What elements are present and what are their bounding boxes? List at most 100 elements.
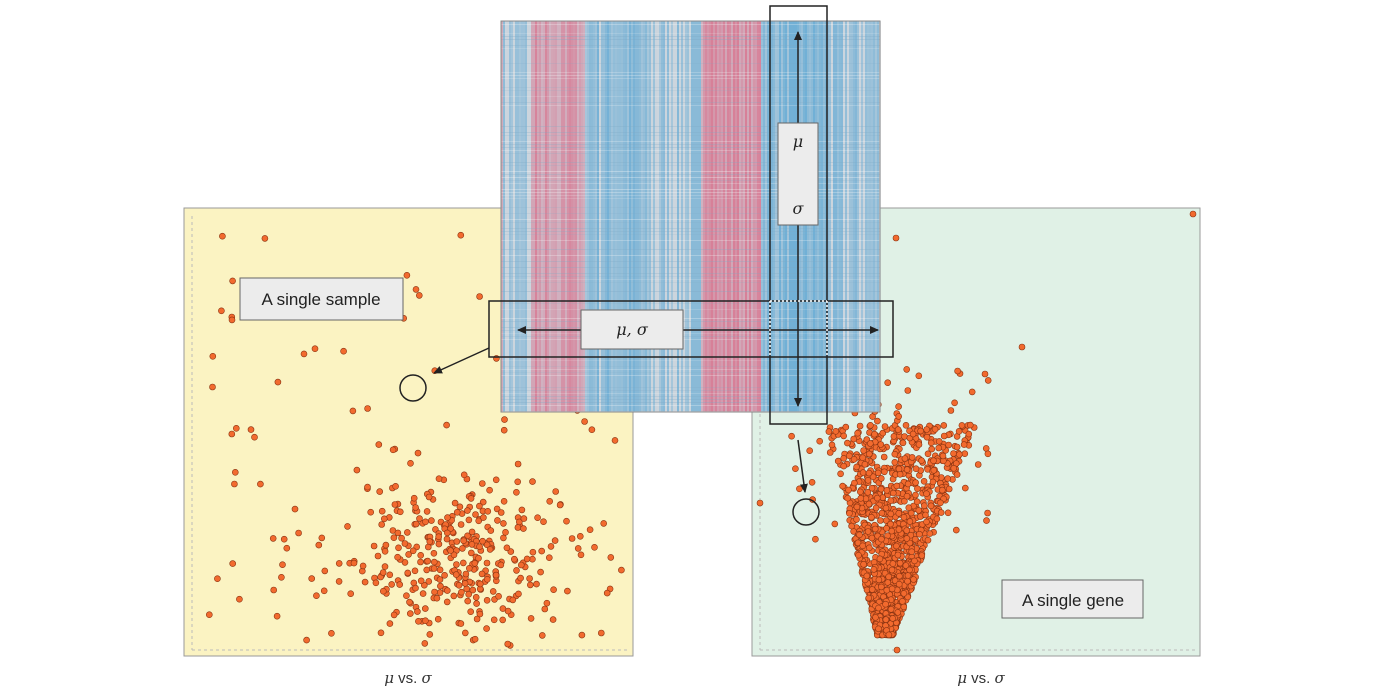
right-point (859, 469, 867, 476)
right-point (868, 586, 876, 593)
left-point (415, 292, 423, 299)
heatmap-column (523, 21, 525, 412)
heatmap-column (767, 21, 769, 412)
right-point (816, 437, 824, 445)
heatmap-column (661, 21, 663, 412)
right-point (792, 465, 799, 473)
left-point (370, 542, 378, 550)
right-point (923, 433, 931, 441)
right-point (889, 615, 897, 622)
heatmap-column (659, 21, 661, 412)
right-point (935, 438, 943, 445)
left-point (467, 549, 475, 557)
heatmap-row-stripe (501, 105, 880, 106)
left-point (436, 589, 444, 596)
right-point (877, 517, 884, 524)
heatmap-column (581, 21, 583, 412)
heatmap-column (873, 21, 875, 412)
left-point (417, 558, 424, 566)
left-point (451, 499, 459, 507)
heatmap-row-stripe (501, 150, 880, 151)
left-point (209, 383, 216, 391)
right-point (983, 517, 990, 524)
heatmap-column (701, 21, 703, 412)
left-point (377, 629, 385, 637)
heatmap-column (677, 21, 679, 412)
left-point (295, 529, 302, 537)
heatmap-column (527, 21, 529, 412)
heatmap-row-stripe (501, 162, 880, 163)
heatmap-column (601, 21, 603, 412)
heatmap-column (541, 21, 543, 412)
right-point (895, 403, 902, 410)
left-point (398, 534, 405, 542)
heatmap-row-stripe (501, 399, 880, 400)
left-point (549, 616, 557, 623)
left-point (424, 557, 432, 565)
left-point (472, 511, 479, 518)
left-point (453, 561, 460, 568)
left-point (520, 515, 528, 522)
heatmap-column (827, 21, 829, 412)
row-selection-frame (488, 300, 894, 358)
heatmap-columns (501, 21, 881, 412)
left-point (300, 350, 308, 358)
left-point (546, 497, 554, 505)
left-point (487, 527, 495, 534)
heatmap-column (637, 21, 639, 412)
left-point (465, 516, 473, 524)
heatmap-column (865, 21, 867, 412)
right-point (883, 524, 890, 532)
left-point (500, 497, 508, 505)
left-point (420, 581, 428, 589)
left-point (406, 598, 413, 606)
left-point (219, 232, 226, 240)
heatmap-border (500, 20, 881, 413)
heatmap-column (555, 21, 557, 412)
left-point (430, 565, 438, 572)
row-stat-label-box: μ, σ (580, 309, 684, 350)
left-point (529, 548, 537, 556)
left-point (406, 610, 414, 617)
right-point (951, 399, 958, 407)
left-point (423, 508, 431, 515)
heatmap-column (537, 21, 539, 412)
right-point (927, 439, 935, 447)
left-point (473, 600, 480, 607)
left-point (459, 545, 466, 552)
left-point (457, 231, 465, 239)
left-point (386, 571, 394, 579)
heatmap-column (513, 21, 515, 412)
left-point (510, 555, 518, 563)
heatmap-column (733, 21, 735, 412)
heatmap-column (725, 21, 727, 412)
left-point (500, 534, 507, 542)
left-point (417, 551, 425, 559)
right-point (908, 454, 916, 461)
left-point (458, 588, 465, 596)
heatmap-column (589, 21, 591, 412)
left-point (461, 629, 469, 637)
left-point (501, 416, 508, 423)
heatmap-column (517, 21, 519, 412)
left-point (382, 541, 390, 549)
left-point (303, 636, 310, 644)
heatmap-column (653, 21, 655, 412)
right-panel-label: A single gene (1022, 591, 1124, 610)
left-point (475, 554, 482, 562)
heatmap-column (565, 21, 567, 412)
heatmap-column (585, 21, 587, 412)
heatmap-column (591, 21, 593, 412)
heatmap-column (615, 21, 617, 412)
heatmap-column (593, 21, 595, 412)
left-point (550, 586, 557, 594)
right-point (923, 518, 930, 526)
left-point (229, 560, 236, 567)
heatmap-column (647, 21, 649, 412)
left-point (483, 625, 490, 632)
left-point (518, 506, 526, 514)
left-point (359, 562, 367, 570)
heatmap-column (501, 21, 503, 412)
heatmap-column (689, 21, 691, 412)
